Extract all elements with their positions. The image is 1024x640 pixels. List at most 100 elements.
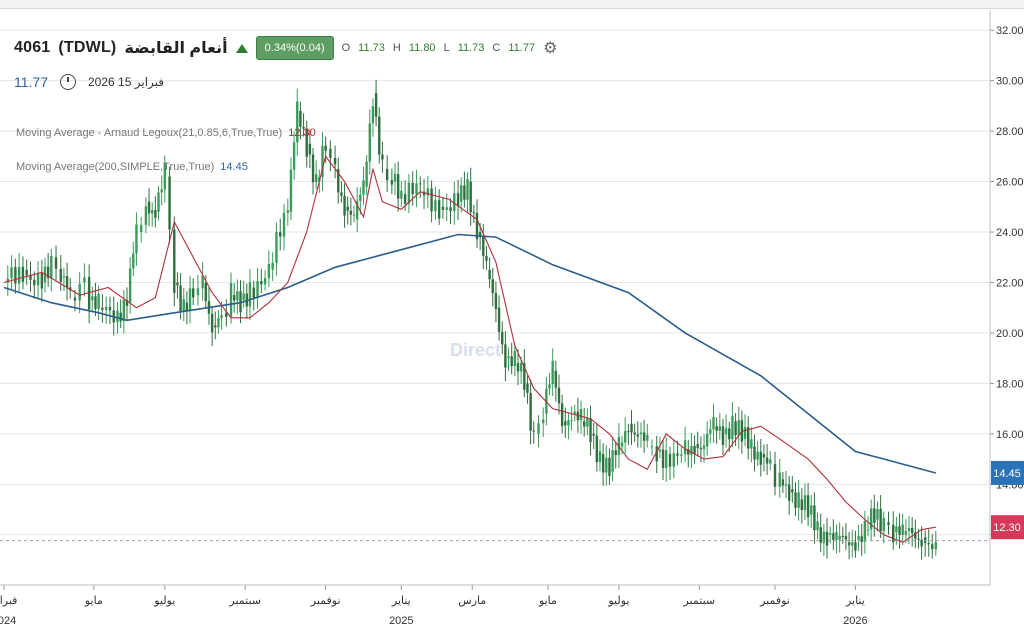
candle-body — [592, 433, 595, 436]
candle-body — [252, 287, 255, 298]
x-tick-label: مايو — [84, 595, 103, 607]
candle-body — [633, 432, 636, 435]
candle-body — [374, 93, 378, 117]
candle-body — [368, 123, 371, 162]
candle-body — [646, 435, 649, 441]
candle-body — [873, 508, 876, 523]
candle-body — [119, 312, 122, 322]
candle-body — [135, 224, 138, 254]
x-tick-label: يناير — [391, 595, 411, 607]
candle-body — [144, 206, 148, 225]
candle-body — [472, 212, 476, 214]
x-tick-label: مايو — [538, 595, 557, 607]
candle-body — [797, 492, 800, 508]
candle-body — [605, 457, 608, 473]
candle-body — [296, 101, 299, 143]
x-tick-year: 2026 — [843, 615, 867, 627]
candle-body — [658, 449, 662, 452]
candle-body — [430, 188, 433, 212]
x-tick-year: 2025 — [389, 615, 413, 627]
candle-body — [756, 451, 759, 460]
candle-body — [422, 191, 426, 196]
candle-body — [311, 154, 315, 183]
ma1-label: Moving Average - Arnaud Legoux(21,0.85,6… — [16, 127, 283, 139]
watermark: Direct — [450, 340, 502, 360]
candle-body — [920, 539, 923, 547]
candle-body — [753, 446, 756, 460]
candle-body — [532, 430, 535, 432]
candle-body — [917, 538, 920, 540]
sma-badge: 14.45 — [993, 468, 1021, 480]
candle-body — [220, 314, 223, 319]
candle-body — [934, 542, 938, 549]
candle-body — [21, 266, 25, 282]
candle-body — [201, 275, 204, 289]
candle-body — [104, 306, 108, 310]
candle-body — [466, 179, 469, 200]
sma-badge-bg — [991, 460, 1024, 485]
candle-body — [232, 295, 236, 301]
candle-body — [478, 232, 482, 238]
candle-body — [507, 356, 510, 359]
candle-body — [680, 454, 683, 456]
candle-body — [595, 435, 599, 463]
candle-body — [529, 392, 532, 431]
candle-body — [769, 459, 772, 464]
candle-body — [182, 299, 185, 312]
candle-body — [176, 282, 179, 286]
candle-body — [712, 416, 715, 430]
candle-body — [608, 457, 611, 477]
candle-body — [371, 106, 375, 124]
candle-body — [803, 495, 807, 511]
ohlc-low-key: L — [443, 42, 450, 54]
candle-body — [683, 440, 687, 455]
candle-body — [488, 269, 491, 280]
candle-body — [337, 168, 340, 193]
candle-body — [551, 360, 554, 385]
candle-body — [340, 192, 343, 196]
candle-body — [29, 275, 32, 280]
candle-body — [838, 535, 841, 540]
candle-body — [128, 268, 132, 303]
candle-body — [125, 299, 129, 306]
candle-body — [876, 508, 879, 520]
last-price: 11.77 — [14, 74, 48, 90]
candle-body — [25, 269, 28, 276]
candle-body — [163, 163, 167, 190]
candle-body — [453, 193, 456, 212]
sma-200-line — [3, 233, 937, 474]
candle-body — [882, 518, 885, 532]
candle-body — [91, 296, 94, 301]
x-tick-label: فبراير — [0, 595, 17, 607]
candle-body — [869, 508, 873, 530]
candle-body — [188, 288, 192, 311]
candle-body — [59, 268, 62, 282]
y-tick-label: 18.00 — [996, 378, 1024, 390]
candle-body — [83, 277, 86, 283]
candle-body — [516, 363, 520, 372]
candle-body — [579, 408, 583, 421]
y-tick-label: 22.00 — [996, 277, 1024, 289]
candle-body — [204, 282, 208, 302]
change-badge: 0.34%(0.04) — [255, 36, 334, 60]
candle-body — [892, 524, 895, 543]
candle-body — [321, 145, 324, 178]
candle-body — [225, 312, 228, 317]
candle-body — [841, 535, 844, 537]
ohlc-close: 11.77 — [508, 42, 536, 54]
candle-body — [101, 307, 104, 310]
candle-body — [715, 426, 718, 431]
candle-body — [513, 351, 517, 367]
y-tick-label: 16.00 — [996, 429, 1024, 441]
candle-body — [305, 128, 308, 157]
candle-body — [523, 363, 526, 390]
candle-body — [469, 181, 472, 213]
ohlc-high: 11.80 — [408, 42, 436, 54]
ma1-value: 12.30 — [288, 127, 316, 139]
candle-body — [642, 432, 646, 441]
candle-body — [403, 194, 407, 204]
gear-icon[interactable]: ⚙ — [543, 40, 558, 57]
candle-body — [73, 297, 77, 301]
candle-body — [116, 310, 119, 323]
